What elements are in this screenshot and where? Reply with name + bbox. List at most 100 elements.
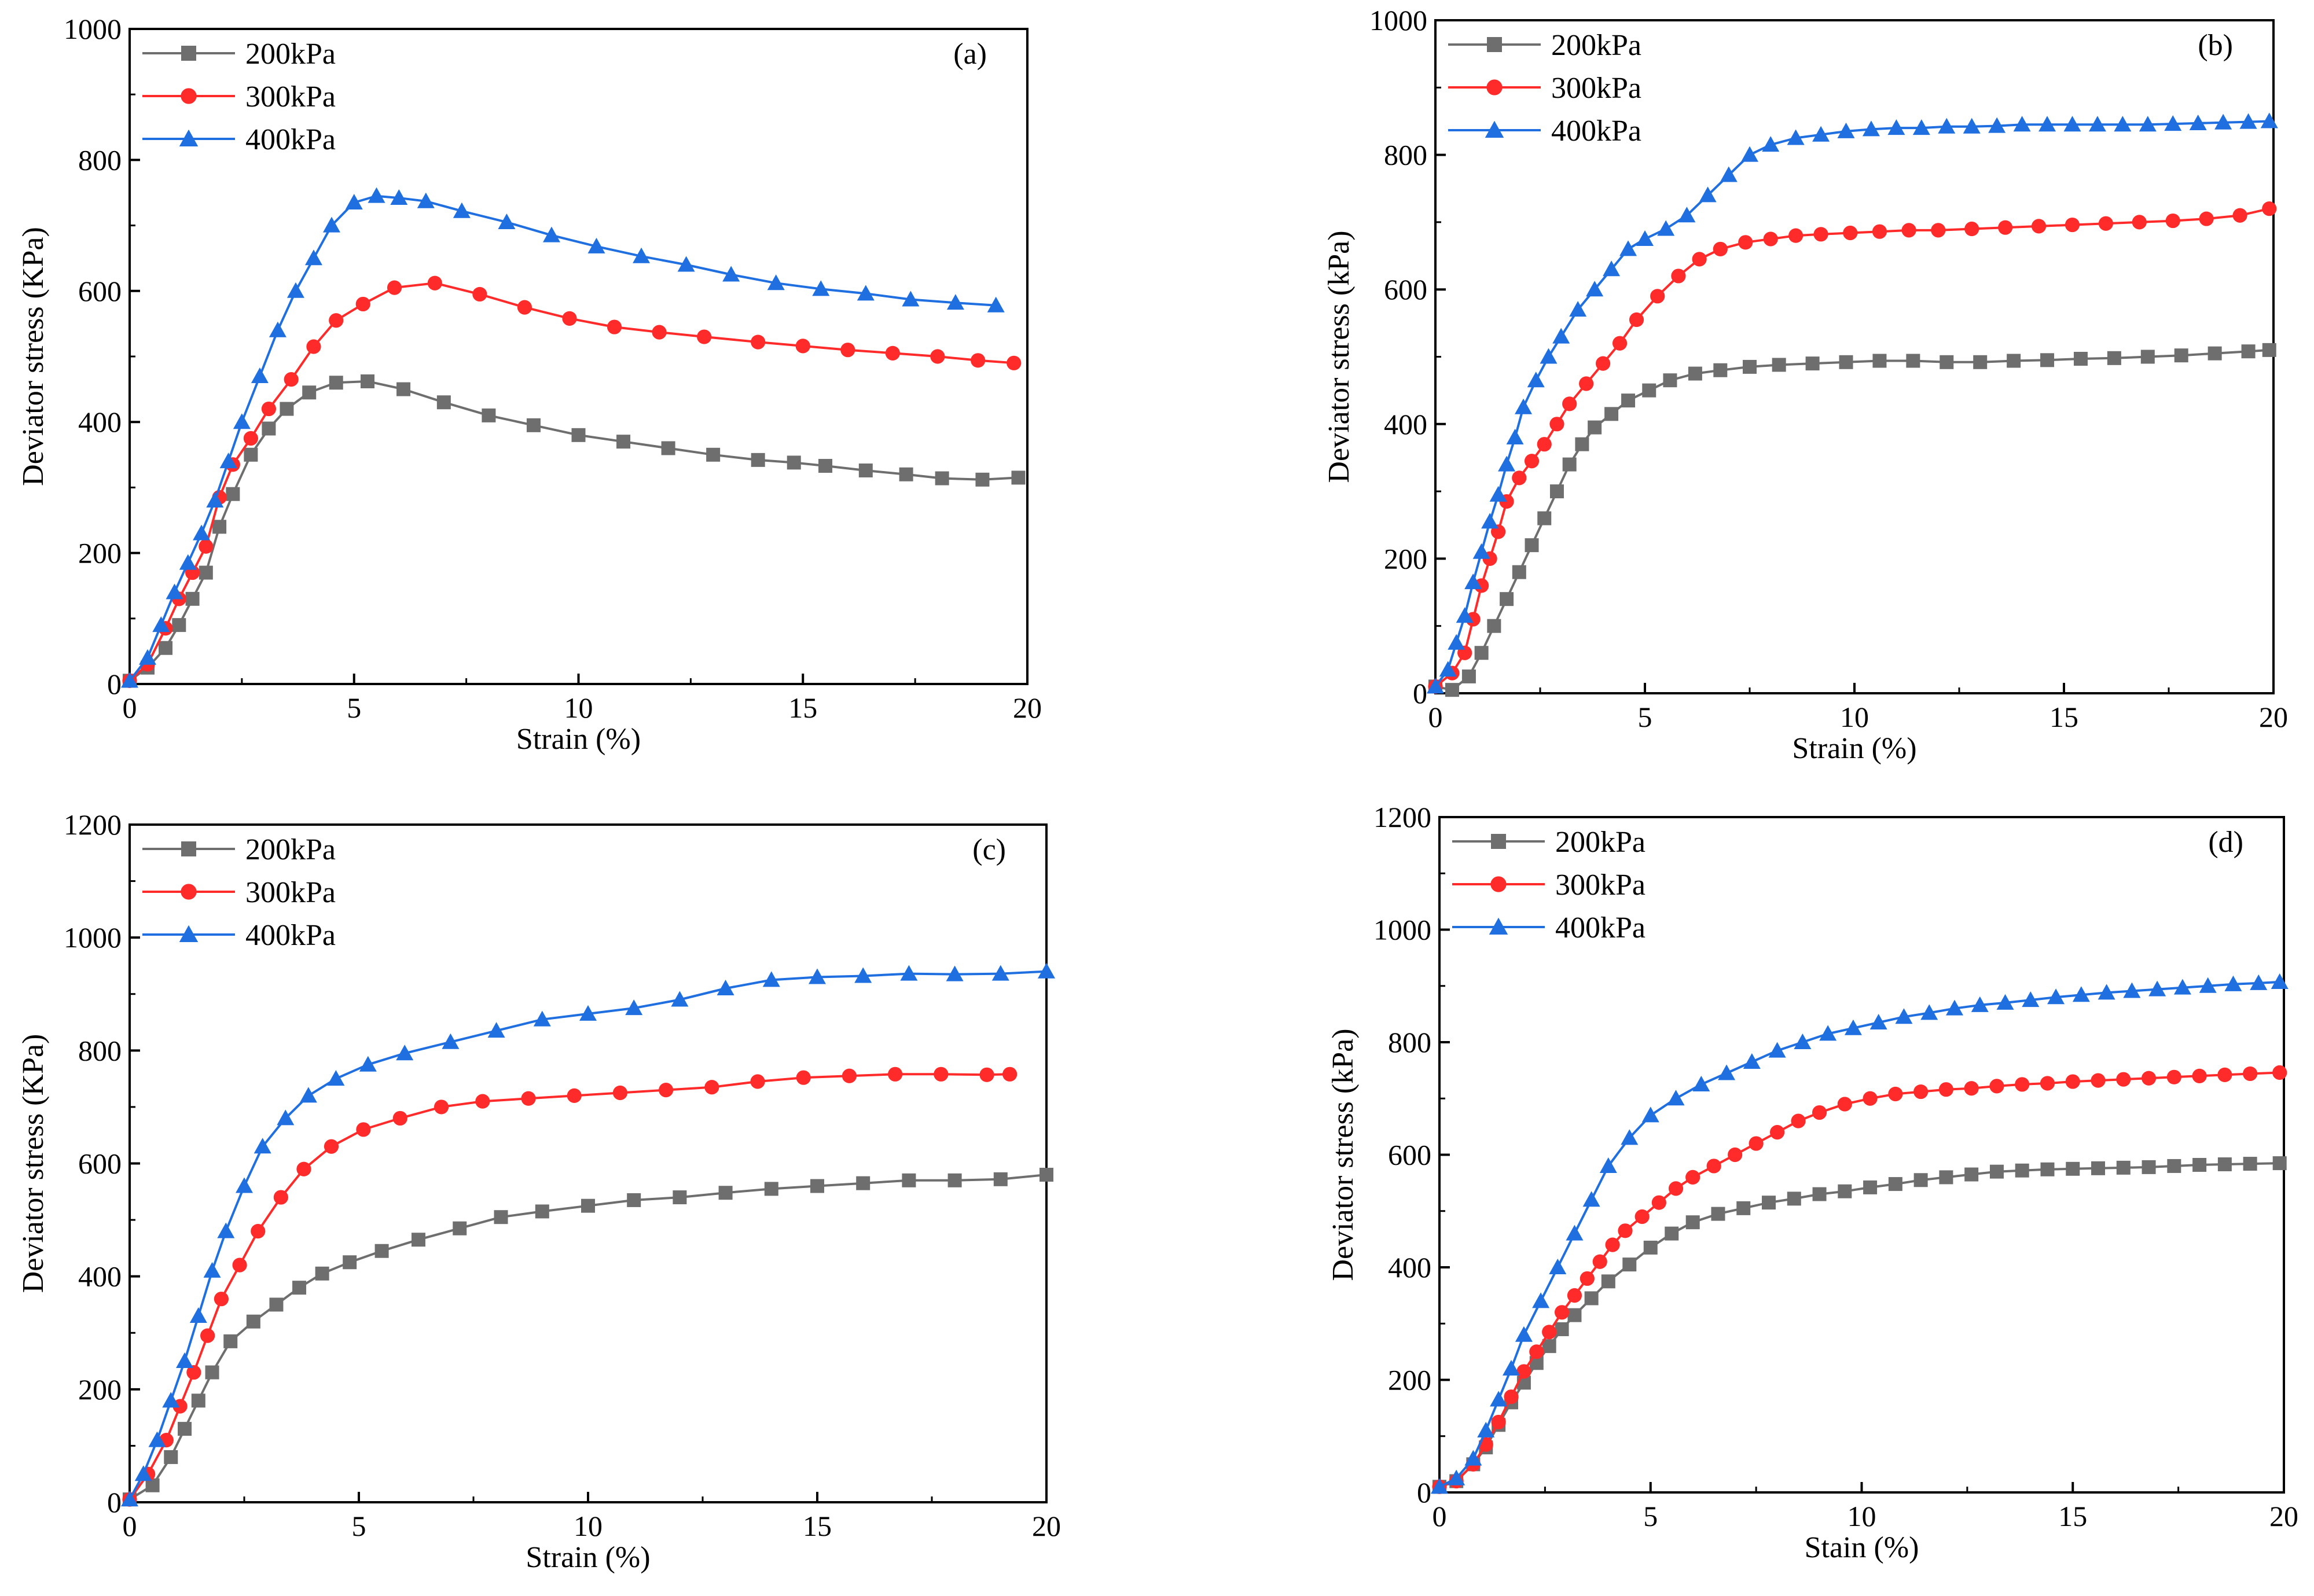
y-tick-label: 200 [78,537,122,569]
y-tick-label: 200 [78,1373,122,1406]
data-point [261,401,277,417]
data-point [2091,1073,2106,1088]
data-point [587,237,605,253]
series-line [1439,1071,2280,1488]
data-point [2272,1156,2287,1171]
legend-label: 300kPa [1555,869,1645,902]
data-point [1504,1389,1519,1404]
x-axis-title: Strain (%) [516,723,641,756]
series-300kPa [1428,201,2277,694]
data-point [189,1307,207,1323]
data-point [2208,346,2222,361]
x-axis-title: Strain (%) [1792,732,1916,765]
legend-label: 400kPa [245,123,336,156]
data-point [1567,1308,1582,1322]
data-point [396,382,411,396]
data-point [251,367,269,383]
data-point [858,463,873,477]
series-300kPa [122,275,1022,688]
data-point [697,329,712,344]
data-point [1963,117,1981,134]
data-point [1532,1292,1550,1308]
x-tick-label: 15 [803,1510,832,1542]
data-point [453,202,471,218]
x-tick-label: 0 [123,1510,137,1542]
data-point [1472,543,1490,559]
data-point [1431,1478,1448,1494]
data-point [1906,354,1920,368]
data-point [1667,1090,1685,1106]
x-axis-title: Stain (%) [1805,1531,1919,1564]
data-point [2015,1163,2029,1178]
y-tick-label: 0 [107,668,122,700]
data-point [434,1099,449,1115]
data-point [2189,114,2207,130]
data-point [971,353,986,368]
data-point [1887,119,1905,135]
data-point [2047,988,2065,1005]
data-point [1596,356,1611,371]
data-point [795,339,810,354]
data-point [1938,1082,1953,1097]
data-point [1635,1209,1650,1224]
data-point [1843,225,1858,241]
data-point [1973,355,1988,369]
legend-label: 200kPa [1551,29,1641,62]
data-point [244,447,258,462]
data-point [1768,1042,1786,1058]
data-point [1540,348,1558,364]
data-point [934,1067,949,1082]
data-point [1515,398,1533,414]
y-tick-label: 1200 [1373,801,1431,833]
legend-marker [179,129,199,146]
series-200kPa [123,1168,1053,1507]
data-point [392,1110,407,1126]
data-point [1872,354,1887,368]
data-point [612,1085,628,1101]
data-point [1913,1173,1928,1187]
series-200kPa [1428,343,2276,697]
data-point [1503,1360,1520,1376]
data-point [1474,646,1489,660]
data-point [191,1393,205,1408]
series-line [128,1174,1047,1501]
data-point [1629,312,1644,328]
x-tick-label: 20 [1013,692,1042,724]
y-tick-label: 800 [78,1034,122,1067]
data-point [1794,1034,1812,1049]
data-point [246,1314,260,1329]
data-point [1895,1008,1913,1024]
data-point [356,1122,371,1137]
data-point [517,300,532,315]
data-point [1584,1291,1599,1306]
data-point [329,376,343,390]
data-point [1657,220,1675,236]
data-point [287,282,304,298]
legend-marker [181,841,196,856]
data-point [178,1422,192,1436]
data-point [1749,1136,1764,1151]
data-point [2272,1065,2287,1080]
data-point [2114,116,2132,132]
data-point [327,1070,345,1086]
data-point [993,1172,1008,1186]
x-tick-label: 0 [123,692,137,724]
data-point [329,313,344,328]
data-point [1592,1254,1607,1269]
data-point [292,1281,307,1295]
data-point [324,1139,339,1154]
data-point [1549,1259,1567,1274]
data-point [1665,1226,1679,1241]
data-point [1040,1168,1053,1182]
data-point [1713,241,1728,257]
data-point [1542,1339,1556,1354]
data-point [1837,122,1855,138]
data-point [751,334,766,350]
data-point [673,1190,687,1205]
data-point [1601,1274,1615,1289]
data-point [857,285,875,301]
data-point [987,296,1005,312]
data-point [810,1179,824,1193]
data-point [1685,1170,1700,1185]
